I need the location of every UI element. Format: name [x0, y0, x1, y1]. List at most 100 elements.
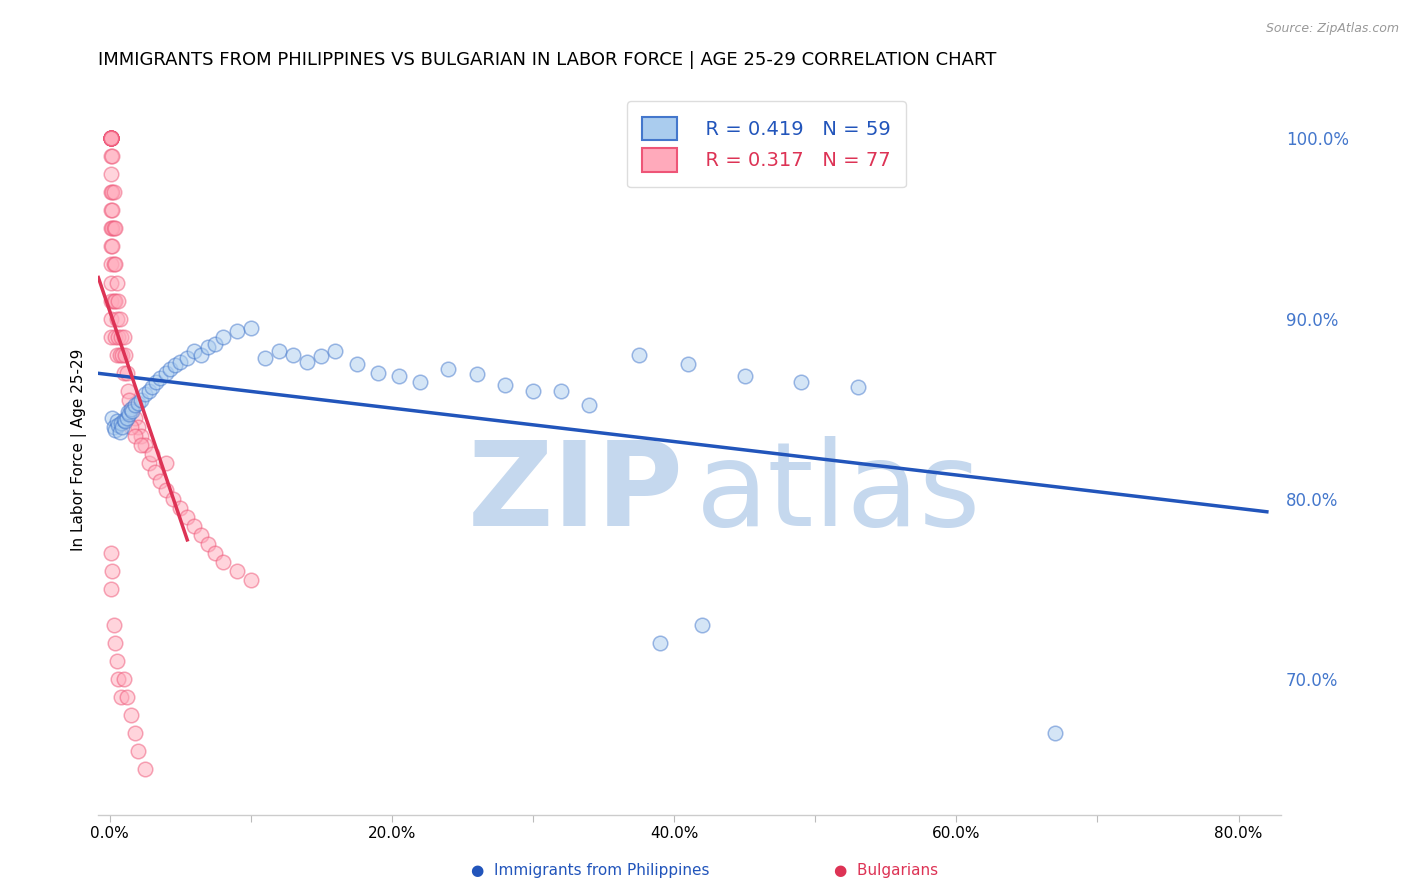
- Text: ●  Immigrants from Philippines: ● Immigrants from Philippines: [471, 863, 710, 878]
- Point: [107, 293, 129, 308]
- Point: [111, 419, 134, 434]
- Point: [118, 392, 141, 407]
- Point: [297, 355, 319, 369]
- Point: [100, 149, 122, 163]
- Point: [100, 582, 122, 596]
- Point: [101, 410, 124, 425]
- Point: [281, 348, 304, 362]
- Point: [143, 465, 166, 479]
- Point: [204, 336, 226, 351]
- Point: [155, 483, 177, 497]
- Point: [108, 348, 131, 362]
- Point: [111, 348, 134, 362]
- Point: [211, 329, 233, 343]
- Point: [115, 366, 138, 380]
- Point: [225, 564, 247, 578]
- Point: [169, 355, 191, 369]
- Point: [325, 344, 347, 359]
- Point: [100, 186, 122, 200]
- Point: [124, 429, 146, 443]
- Point: [183, 519, 205, 533]
- Text: ZIP: ZIP: [468, 435, 683, 550]
- Point: [239, 573, 262, 587]
- Point: [1043, 726, 1066, 740]
- Point: [155, 366, 177, 380]
- Point: [100, 221, 122, 235]
- Point: [112, 366, 135, 380]
- Point: [110, 329, 132, 343]
- Point: [101, 149, 124, 163]
- Point: [627, 348, 650, 362]
- Point: [100, 239, 122, 253]
- Point: [648, 636, 671, 650]
- Text: ●  Bulgarians: ● Bulgarians: [834, 863, 938, 878]
- Point: [162, 491, 184, 506]
- Point: [522, 384, 544, 398]
- Point: [190, 348, 212, 362]
- Text: atlas: atlas: [696, 435, 981, 550]
- Point: [127, 396, 149, 410]
- Point: [734, 369, 756, 384]
- Point: [100, 276, 122, 290]
- Point: [103, 257, 125, 271]
- Point: [120, 401, 142, 416]
- Point: [121, 401, 143, 416]
- Point: [190, 528, 212, 542]
- Point: [100, 131, 122, 145]
- Point: [127, 744, 149, 758]
- Point: [163, 359, 186, 373]
- Point: [107, 329, 129, 343]
- Point: [105, 276, 128, 290]
- Point: [846, 380, 869, 394]
- Point: [138, 456, 160, 470]
- Point: [105, 654, 128, 668]
- Point: [176, 510, 198, 524]
- Point: [100, 546, 122, 560]
- Point: [129, 429, 152, 443]
- Point: [118, 407, 141, 421]
- Point: [112, 329, 135, 343]
- Point: [104, 221, 127, 235]
- Point: [120, 708, 142, 723]
- Point: [112, 412, 135, 426]
- Point: [115, 410, 138, 425]
- Point: [311, 350, 333, 364]
- Point: [105, 348, 128, 362]
- Point: [100, 167, 122, 181]
- Point: [105, 414, 128, 428]
- Point: [100, 257, 122, 271]
- Point: [129, 438, 152, 452]
- Legend:   R = 0.419   N = 59,   R = 0.317   N = 77: R = 0.419 N = 59, R = 0.317 N = 77: [627, 101, 907, 187]
- Point: [134, 763, 156, 777]
- Point: [678, 357, 700, 371]
- Point: [104, 329, 127, 343]
- Point: [790, 375, 813, 389]
- Point: [112, 672, 135, 686]
- Point: [127, 419, 149, 434]
- Point: [100, 131, 122, 145]
- Point: [103, 186, 125, 200]
- Point: [100, 131, 122, 145]
- Point: [267, 344, 290, 359]
- Point: [100, 131, 122, 145]
- Point: [494, 378, 516, 392]
- Point: [388, 369, 411, 384]
- Point: [100, 131, 122, 145]
- Point: [101, 239, 124, 253]
- Point: [149, 474, 172, 488]
- Point: [107, 672, 129, 686]
- Point: [108, 425, 131, 440]
- Point: [145, 375, 167, 389]
- Point: [101, 564, 124, 578]
- Text: IMMIGRANTS FROM PHILIPPINES VS BULGARIAN IN LABOR FORCE | AGE 25-29 CORRELATION : IMMIGRANTS FROM PHILIPPINES VS BULGARIAN…: [98, 51, 997, 69]
- Point: [100, 203, 122, 218]
- Point: [204, 546, 226, 560]
- Point: [134, 387, 156, 401]
- Point: [104, 636, 127, 650]
- Point: [149, 371, 172, 385]
- Point: [103, 618, 125, 632]
- Point: [100, 131, 122, 145]
- Point: [409, 375, 432, 389]
- Point: [134, 438, 156, 452]
- Point: [117, 405, 139, 419]
